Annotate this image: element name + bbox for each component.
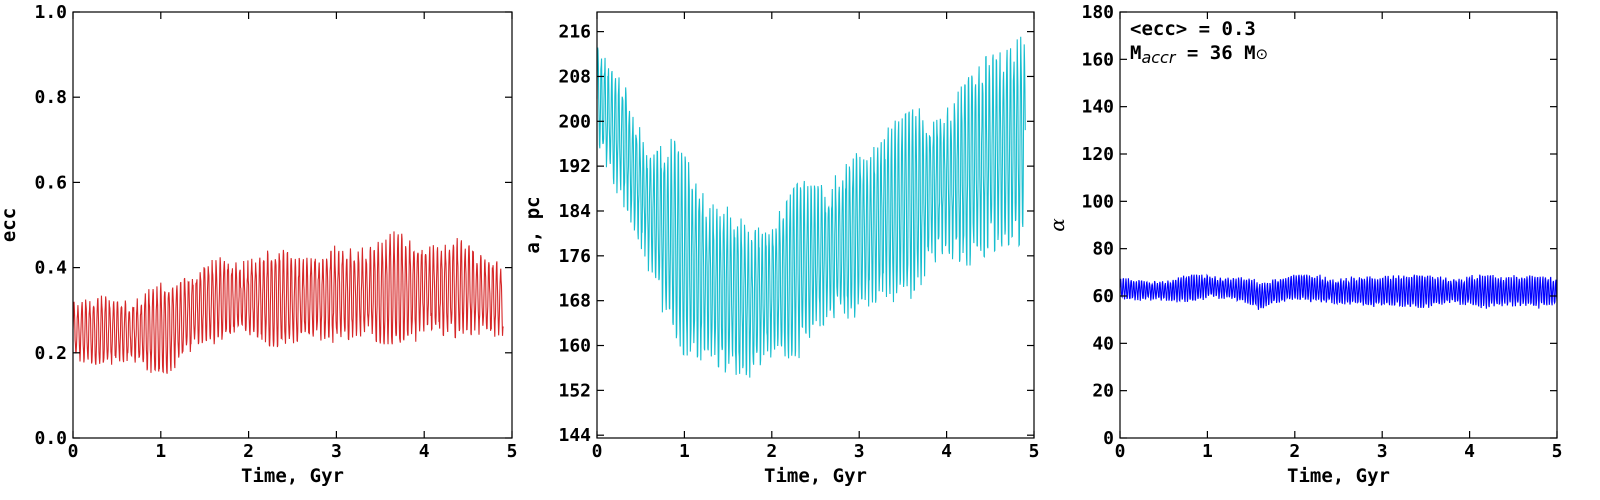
y-tick-label: 0.0: [34, 428, 67, 449]
x-tick-label: 4: [1464, 441, 1475, 462]
series-line: [596, 36, 1026, 378]
sun-symbol: ⊙: [1256, 45, 1269, 63]
x-tick-label: 4: [419, 441, 430, 462]
y-tick-label: 184: [558, 201, 591, 222]
x-tick-label: 2: [766, 441, 777, 462]
y-tick-label: 1.0: [34, 2, 67, 23]
x-tick-label: 2: [1289, 441, 1300, 462]
y-tick-label: 100: [1081, 191, 1114, 212]
x-tick-label: 3: [331, 441, 342, 462]
semimajor-axis-panel: 0 1 2 3 4 5 144 152 160 168 176 184 192 200 208 216 Time…: [522, 11, 1040, 487]
y-tick-label: 0.4: [34, 258, 67, 279]
alpha-panel: <ecc> = 0.3 Maccr = 36 M⊙ 0 1 2 3 4 5 0 20 40 60 8…: [1045, 2, 1562, 487]
x-tick-label: 5: [1029, 441, 1040, 462]
plot-frame: [1119, 11, 1558, 439]
mass-value: = 36 M: [1175, 42, 1255, 64]
x-tick-label: 1: [1202, 441, 1213, 462]
y-tick-label: 192: [558, 156, 591, 177]
y-tick-label: 0.2: [34, 343, 67, 364]
y-axis-label: a, pc: [522, 196, 544, 253]
mass-symbol: M: [1130, 42, 1141, 64]
x-tick-label: 1: [679, 441, 690, 462]
x-tick-label: 0: [592, 441, 603, 462]
x-axis-label: Time, Gyr: [764, 465, 867, 487]
y-tick-label: 20: [1092, 381, 1114, 402]
y-tick-label: 80: [1092, 239, 1114, 260]
y-tick-label: 152: [558, 380, 591, 401]
x-tick-label: 1: [155, 441, 166, 462]
x-tick-label: 0: [1115, 441, 1126, 462]
y-tick-label: 168: [558, 291, 591, 312]
mean-ecc-annotation: <ecc> = 0.3: [1130, 18, 1256, 40]
mass-subscript: accr: [1141, 48, 1176, 67]
y-tick-label: 200: [558, 111, 591, 132]
y-tick-label: 176: [558, 246, 591, 267]
plot-frame: [596, 11, 1035, 439]
series-line: [1119, 273, 1558, 310]
y-tick-label: 180: [1081, 2, 1114, 23]
y-tick-label: 144: [558, 425, 591, 446]
x-tick-label: 2: [243, 441, 254, 462]
y-axis-label: ecc: [0, 208, 20, 242]
x-tick-label: 3: [854, 441, 865, 462]
x-tick-label: 0: [68, 441, 79, 462]
y-tick-label: 120: [1081, 144, 1114, 165]
x-tick-label: 3: [1377, 441, 1388, 462]
y-tick-label: 216: [558, 22, 591, 43]
y-tick-label: 0.6: [34, 172, 67, 193]
y-tick-label: 208: [558, 66, 591, 87]
x-tick-label: 5: [1552, 441, 1563, 462]
x-tick-label: 5: [507, 441, 518, 462]
plot-frame: [72, 11, 513, 439]
accreted-mass-annotation: Maccr = 36 M⊙: [1130, 42, 1268, 67]
y-tick-label: 140: [1081, 97, 1114, 118]
y-tick-label: 0: [1103, 428, 1114, 449]
y-axis-label: α: [1045, 218, 1069, 232]
ecc-panel: 0 1 2 3 4 5 0.0 0.2 0.4 0.6 0.8 1.0 Time, Gyr ecc: [0, 2, 517, 487]
y-tick-label: 0.8: [34, 87, 67, 108]
series-line: [72, 231, 504, 374]
y-tick-label: 60: [1092, 286, 1114, 307]
y-tick-label: 160: [558, 336, 591, 357]
x-axis-label: Time, Gyr: [1287, 465, 1390, 487]
y-tick-label: 40: [1092, 333, 1114, 354]
y-tick-label: 160: [1081, 49, 1114, 70]
x-tick-label: 4: [941, 441, 952, 462]
x-axis-label: Time, Gyr: [241, 465, 344, 487]
